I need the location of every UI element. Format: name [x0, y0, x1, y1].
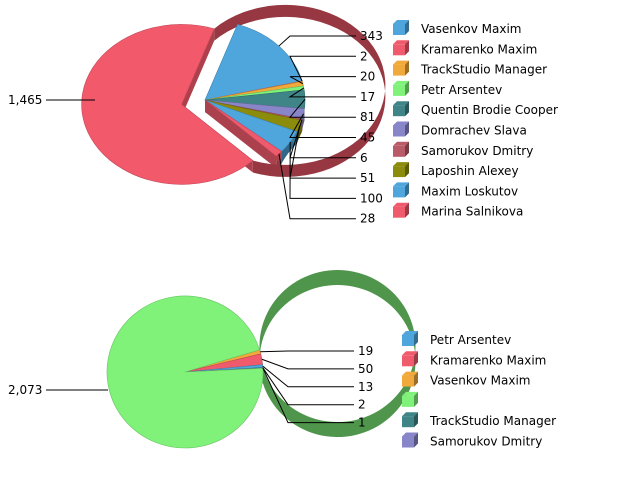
value-label: 81 [360, 110, 375, 124]
legend-label: Petr Arsentev [421, 83, 502, 97]
legend-item: Quentin Brodie Cooper [393, 101, 558, 117]
legend-item: Domrachev Slava [393, 122, 527, 138]
legend-item: TrackStudio Manager [393, 61, 547, 77]
value-label: 17 [360, 90, 375, 104]
value-label: 6 [360, 151, 368, 165]
legend-label: Laposhin Alexey [421, 164, 519, 178]
legend-label: Kramarenko Maxim [421, 42, 537, 56]
value-label: 51 [360, 171, 375, 185]
legend-item [402, 392, 418, 407]
legend-swatch [393, 65, 405, 76]
legend-label: Maxim Loskutov [421, 184, 518, 198]
legend-swatch [393, 44, 405, 55]
pie-chart-1: 343 2 20 17 81 45 6 51 100 28 1,465 Vasenkov Maxim K… [8, 5, 558, 226]
leader-line [260, 351, 354, 352]
legend-label: Vasenkov Maxim [421, 22, 521, 36]
value-label: 13 [358, 380, 373, 394]
legend-swatch [393, 85, 405, 96]
value-label: 1,465 [8, 93, 42, 107]
legend-swatch [402, 355, 414, 366]
value-label: 1 [358, 416, 366, 430]
legend-item: Kramarenko Maxim [393, 40, 537, 56]
value-label: 50 [358, 362, 373, 376]
legend-label: TrackStudio Manager [420, 63, 547, 77]
legend-swatch [393, 126, 405, 137]
legend-item: Kramarenko Maxim [402, 351, 546, 367]
legend-item: TrackStudio Manager [402, 412, 556, 428]
value-label: 343 [360, 29, 383, 43]
value-label: 2,073 [8, 383, 42, 397]
leader-line [279, 36, 356, 46]
legend-item: Maxim Loskutov [393, 182, 518, 198]
legend-item: Samorukov Dmitry [402, 433, 542, 449]
legend-swatch [402, 376, 414, 387]
legend-swatch [393, 207, 405, 218]
legend-swatch [402, 396, 414, 407]
legend-swatch [402, 335, 414, 346]
legend-swatch [393, 105, 405, 116]
legend-swatch [393, 24, 405, 35]
legend-item: Petr Arsentev [402, 331, 511, 347]
leader-line [262, 359, 354, 369]
legend-item: Laposhin Alexey [393, 162, 519, 178]
legend-item: Samorukov Dmitry [393, 142, 533, 158]
legend-label: Kramarenko Maxim [430, 353, 546, 367]
value-label: 45 [360, 131, 375, 145]
leader-line [290, 56, 356, 81]
legend-swatch [402, 416, 414, 427]
legend-label: TrackStudio Manager [429, 414, 556, 428]
value-label: 100 [360, 191, 383, 205]
legend-swatch [393, 146, 405, 157]
legend-swatch [393, 166, 405, 177]
pie-slice [107, 296, 263, 448]
legend-label: Marina Salnikova [421, 205, 523, 219]
value-label: 2 [360, 49, 368, 63]
legend-item: Marina Salnikova [393, 203, 523, 219]
pie-chart-2: 19 50 13 2 1 2,073 Petr Arsentev Kramarenko Max… [8, 270, 556, 448]
legend-label: Vasenkov Maxim [430, 374, 530, 388]
legend-item: Vasenkov Maxim [402, 372, 530, 388]
value-label: 2 [358, 398, 366, 412]
legend-swatch [393, 186, 405, 197]
legend-item: Vasenkov Maxim [393, 20, 521, 36]
legend-label: Petr Arsentev [430, 333, 511, 347]
value-label: 20 [360, 70, 375, 84]
legend-swatch [402, 437, 414, 448]
legend-label: Quentin Brodie Cooper [421, 103, 558, 117]
value-label: 28 [360, 212, 375, 226]
legend-label: Domrachev Slava [421, 124, 527, 138]
legend-item: Petr Arsentev [393, 81, 502, 97]
legend-label: Samorukov Dmitry [430, 435, 542, 449]
value-label: 19 [358, 344, 373, 358]
legend-label: Samorukov Dmitry [421, 144, 533, 158]
